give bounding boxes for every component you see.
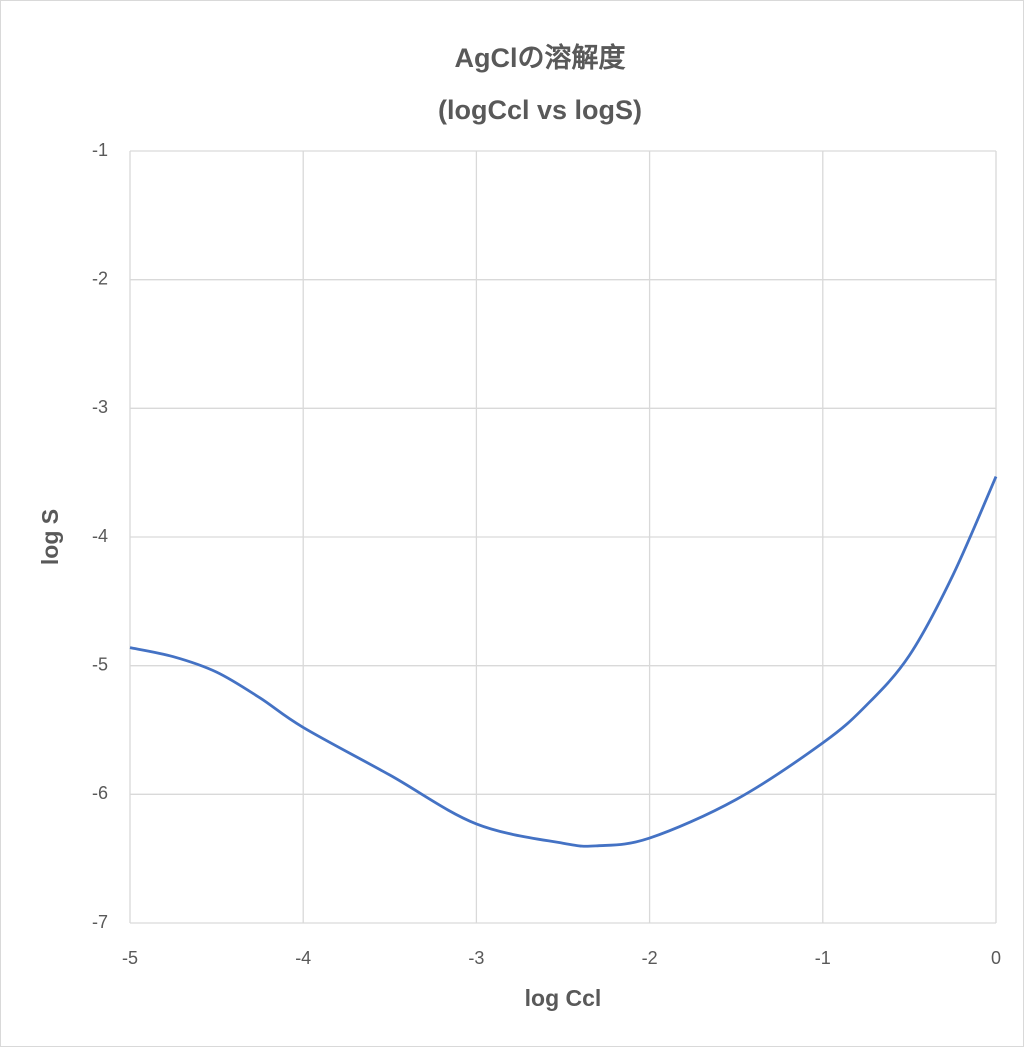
- x-tick-label: 0: [991, 948, 1001, 968]
- x-tick-label: -4: [295, 948, 311, 968]
- y-tick-label: -2: [92, 268, 108, 288]
- y-tick-label: -7: [92, 912, 108, 932]
- x-tick-label: -5: [122, 948, 138, 968]
- chart-title: AgClの溶解度: [455, 42, 626, 73]
- x-axis-label: log Ccl: [525, 985, 602, 1011]
- data-line: [129, 475, 998, 848]
- y-tick-label: -4: [92, 526, 108, 546]
- y-tick-label: -1: [92, 140, 108, 160]
- y-tick-label: -5: [92, 654, 108, 674]
- x-tick-label: -1: [815, 948, 831, 968]
- x-tick-label: -3: [468, 948, 484, 968]
- chart-subtitle: (logCcl vs logS): [438, 95, 642, 125]
- x-tick-label: -2: [642, 948, 658, 968]
- y-tick-label: -6: [92, 783, 108, 803]
- y-tick-label: -3: [92, 397, 108, 417]
- y-axis-label: log S: [37, 509, 63, 565]
